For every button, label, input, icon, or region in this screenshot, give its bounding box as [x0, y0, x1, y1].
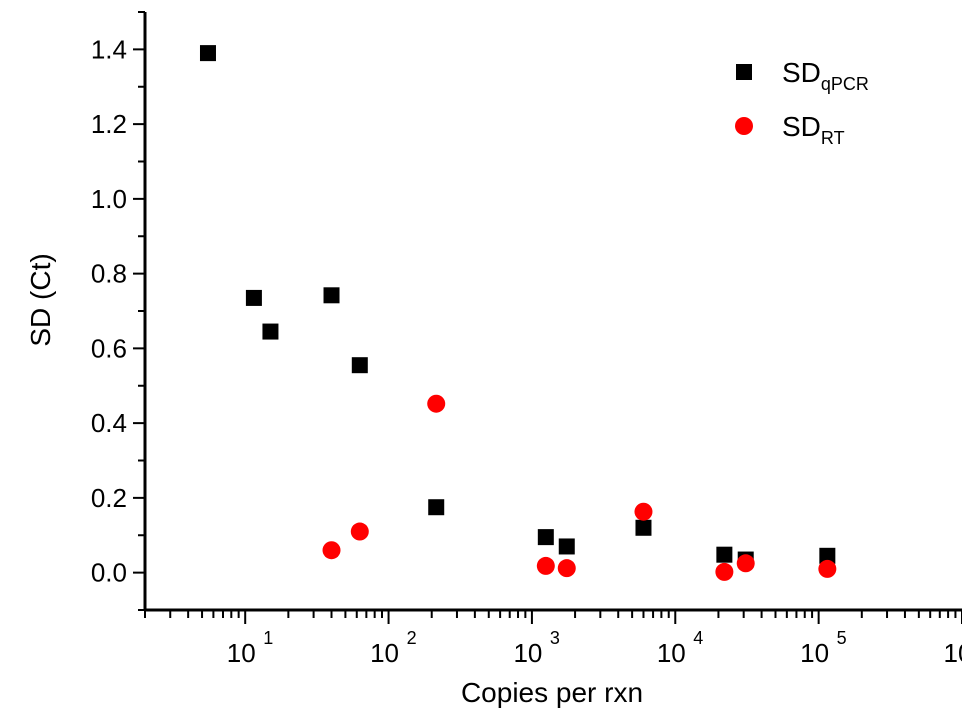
plot-frame [143, 12, 962, 612]
y-tick-label: 0.2 [91, 483, 127, 513]
x-tick-exponent: 1 [263, 628, 273, 648]
legend-label: SDRT [782, 111, 845, 148]
rt-point [557, 559, 576, 578]
x-tick-label: 10 [657, 638, 686, 668]
rt-point [818, 559, 837, 578]
x-tick-exponent: 3 [550, 628, 560, 648]
qpcr-point [428, 499, 445, 516]
qpcr-point [819, 547, 836, 564]
qpcr-point [262, 323, 279, 340]
x-axis-ticks: 101102103104105106 [144, 610, 962, 668]
qpcr-point [716, 546, 733, 563]
legend-label: SDqPCR [782, 57, 869, 94]
legend-label-subscript: qPCR [821, 74, 869, 94]
qpcr-point [558, 538, 575, 555]
y-tick-label: 1.2 [91, 109, 127, 139]
rt-point [634, 502, 653, 521]
x-tick-label: 10 [944, 638, 962, 668]
x-tick-label: 10 [513, 638, 542, 668]
rt-point [736, 554, 755, 573]
y-tick-label: 1.4 [91, 34, 127, 64]
qpcr-point [245, 289, 262, 306]
x-tick-label: 10 [800, 638, 829, 668]
y-tick-label: 0.0 [91, 558, 127, 588]
rt-point [536, 556, 555, 575]
x-tick-label: 10 [370, 638, 399, 668]
qpcr-point [323, 287, 340, 304]
x-tick-label: 10 [227, 638, 256, 668]
qpcr-point [351, 357, 368, 374]
rt-point [715, 562, 734, 581]
qpcr-point [537, 529, 554, 546]
y-tick-label: 1.0 [91, 184, 127, 214]
y-axis-ticks: 0.0 0.2 0.4 0.6 0.8 1.0 1.2 1.4 [91, 11, 145, 611]
y-axis-label: SD (Ct) [25, 253, 56, 346]
rt-point [322, 541, 341, 560]
qpcr-point [199, 45, 216, 62]
rt-point [350, 522, 369, 541]
legend-square-marker [736, 64, 752, 80]
legend-circle-marker [735, 117, 753, 135]
legend-label-subscript: RT [821, 128, 845, 148]
qpcr-point [635, 519, 652, 536]
legend: SDqPCR SDRT [735, 57, 869, 148]
x-tick-exponent: 2 [407, 628, 417, 648]
data-points [199, 45, 837, 581]
x-tick-exponent: 4 [693, 628, 703, 648]
rt-point [427, 394, 446, 413]
x-tick-exponent: 5 [837, 628, 847, 648]
y-tick-label: 0.6 [91, 333, 127, 363]
y-tick-label: 0.4 [91, 408, 127, 438]
x-axis-label: Copies per rxn [461, 677, 643, 708]
y-tick-label: 0.8 [91, 259, 127, 289]
